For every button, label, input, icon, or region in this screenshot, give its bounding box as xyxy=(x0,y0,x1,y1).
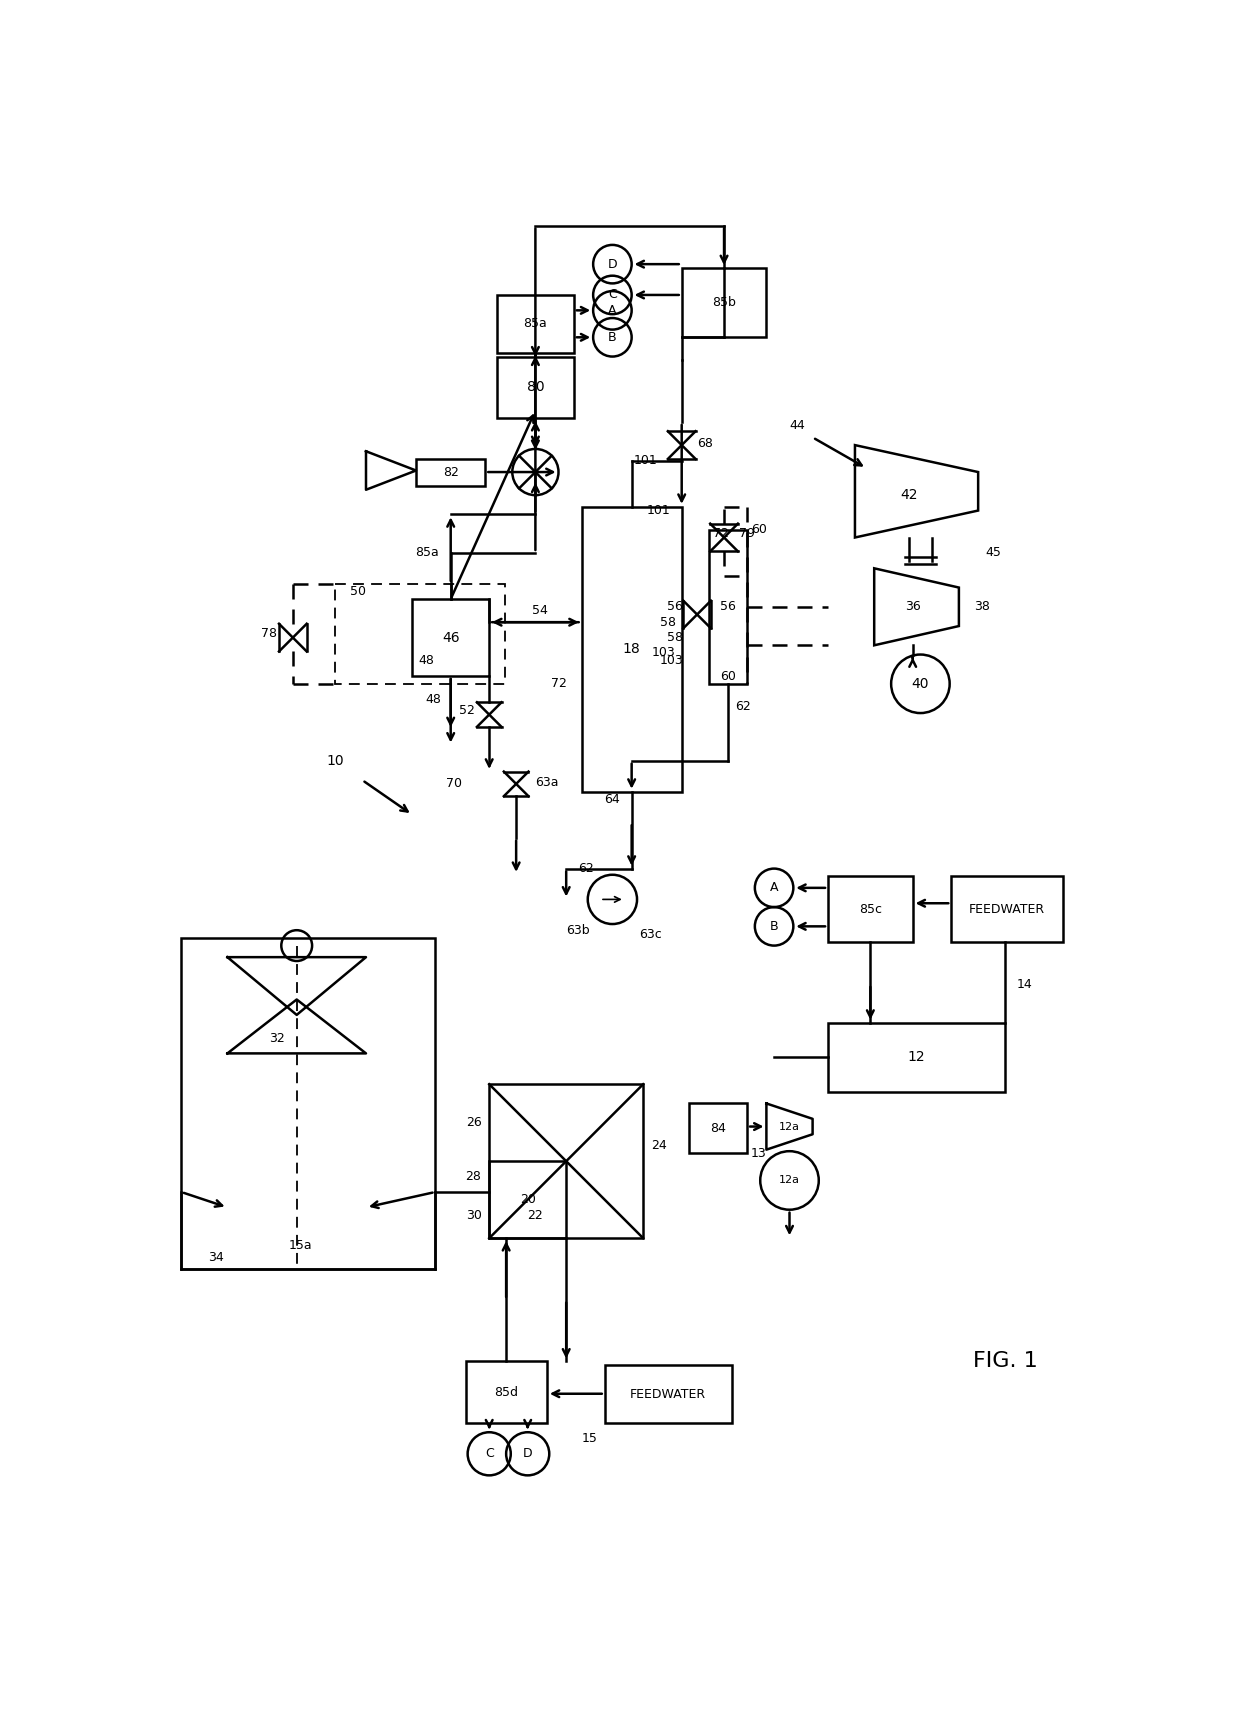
Text: 15: 15 xyxy=(582,1431,598,1445)
Text: 79: 79 xyxy=(739,526,755,540)
Text: 85c: 85c xyxy=(859,903,882,915)
Bar xyxy=(689,1104,748,1154)
Text: 36: 36 xyxy=(905,600,920,614)
Bar xyxy=(417,459,485,487)
Text: 12a: 12a xyxy=(779,1121,800,1132)
Text: 46: 46 xyxy=(441,631,460,645)
Text: 103: 103 xyxy=(652,647,676,659)
Text: 30: 30 xyxy=(466,1209,481,1221)
Bar xyxy=(497,356,574,418)
Bar xyxy=(828,875,913,943)
Text: 18: 18 xyxy=(622,642,641,655)
Text: 12: 12 xyxy=(908,1051,925,1065)
Text: C: C xyxy=(485,1447,494,1460)
Text: 22: 22 xyxy=(527,1209,543,1221)
Bar xyxy=(181,937,435,1269)
Text: 64: 64 xyxy=(604,793,620,805)
Text: 72: 72 xyxy=(551,678,567,690)
Text: 48: 48 xyxy=(418,654,434,667)
Polygon shape xyxy=(874,568,959,645)
Text: 13: 13 xyxy=(750,1147,766,1159)
Text: 62: 62 xyxy=(735,700,751,714)
Text: 28: 28 xyxy=(466,1170,481,1183)
Text: 60: 60 xyxy=(751,523,766,537)
Text: 10: 10 xyxy=(326,753,343,767)
Text: 63b: 63b xyxy=(565,924,589,937)
Text: 80: 80 xyxy=(527,380,544,394)
Text: D: D xyxy=(608,258,618,270)
Text: A: A xyxy=(608,304,616,316)
Bar xyxy=(605,1366,732,1422)
Text: 48: 48 xyxy=(425,693,441,705)
Text: 44: 44 xyxy=(790,420,805,432)
Bar xyxy=(466,1362,547,1422)
Text: 50: 50 xyxy=(350,585,366,599)
Text: 20: 20 xyxy=(520,1194,536,1206)
Text: 45: 45 xyxy=(986,547,1002,559)
Text: 40: 40 xyxy=(911,676,929,691)
Text: 72: 72 xyxy=(713,526,728,540)
Text: FEEDWATER: FEEDWATER xyxy=(968,903,1045,915)
Text: 24: 24 xyxy=(651,1139,667,1152)
Bar xyxy=(708,530,748,685)
Text: 68: 68 xyxy=(697,437,713,451)
Bar xyxy=(951,875,1063,943)
Text: 58: 58 xyxy=(660,616,676,630)
Text: 42: 42 xyxy=(900,488,918,502)
Bar xyxy=(582,507,682,791)
Text: 84: 84 xyxy=(711,1121,727,1135)
Text: 78: 78 xyxy=(262,628,278,640)
Text: 85d: 85d xyxy=(495,1386,518,1398)
Text: 85a: 85a xyxy=(523,316,547,330)
Text: 82: 82 xyxy=(443,466,459,478)
Text: FEEDWATER: FEEDWATER xyxy=(630,1388,707,1400)
Text: B: B xyxy=(770,920,779,932)
Text: 103: 103 xyxy=(660,654,683,667)
Text: 54: 54 xyxy=(532,604,547,617)
Text: 101: 101 xyxy=(646,504,670,518)
Text: 101: 101 xyxy=(634,454,657,468)
Text: B: B xyxy=(608,330,616,344)
Text: 56: 56 xyxy=(667,600,683,614)
Text: D: D xyxy=(523,1447,532,1460)
Text: 62: 62 xyxy=(578,862,594,875)
Bar xyxy=(497,294,574,353)
Text: 26: 26 xyxy=(466,1116,481,1130)
Bar xyxy=(828,1023,1006,1092)
Text: 63c: 63c xyxy=(640,927,662,941)
Text: 60: 60 xyxy=(720,669,737,683)
Bar xyxy=(490,1084,644,1238)
Text: 63a: 63a xyxy=(536,776,559,789)
Text: FIG. 1: FIG. 1 xyxy=(972,1352,1038,1371)
Bar xyxy=(682,268,766,337)
Bar xyxy=(490,1161,567,1238)
Text: 85b: 85b xyxy=(712,296,737,310)
Text: 15a: 15a xyxy=(289,1240,312,1252)
Text: 56: 56 xyxy=(720,600,735,614)
Text: 14: 14 xyxy=(1017,977,1033,991)
Text: A: A xyxy=(770,881,779,894)
Text: 52: 52 xyxy=(460,703,475,717)
Text: 38: 38 xyxy=(975,600,991,614)
Text: 12a: 12a xyxy=(779,1175,800,1185)
Text: 32: 32 xyxy=(269,1032,285,1044)
Polygon shape xyxy=(854,445,978,537)
Bar xyxy=(412,599,490,676)
Text: 58: 58 xyxy=(667,631,683,643)
Text: 70: 70 xyxy=(446,777,463,791)
Text: 85a: 85a xyxy=(415,547,439,559)
Bar xyxy=(335,583,505,685)
Text: C: C xyxy=(608,289,616,301)
Text: 34: 34 xyxy=(208,1250,223,1264)
